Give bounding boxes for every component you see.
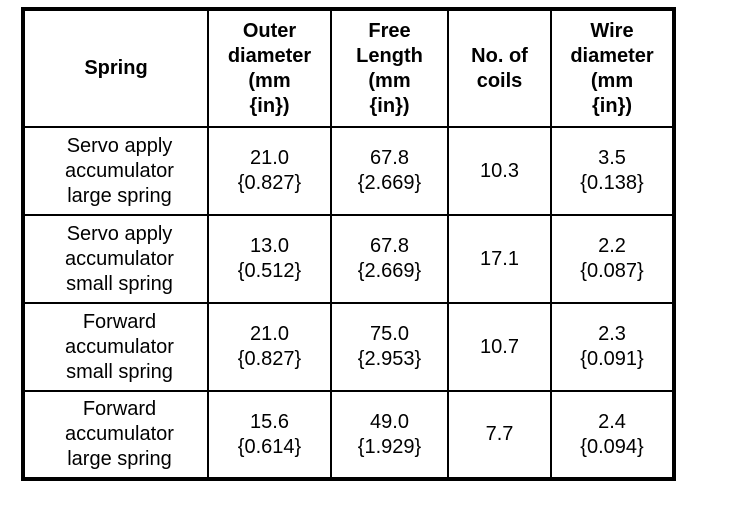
column-header-no-of-coils: No. of coils — [447, 7, 552, 128]
cell-spring-name: Servo apply accumulator large spring — [21, 126, 209, 216]
column-header-spring: Spring — [21, 7, 209, 128]
cell-outer-diameter: 21.0 {0.827} — [207, 302, 332, 392]
cell-outer-diameter: 13.0 {0.512} — [207, 214, 332, 304]
column-header-wire-diameter: Wire diameter (mm {in}) — [550, 7, 676, 128]
cell-no-of-coils: 17.1 — [447, 214, 552, 304]
cell-outer-diameter: 21.0 {0.827} — [207, 126, 332, 216]
cell-wire-diameter: 2.2 {0.087} — [550, 214, 676, 304]
cell-free-length: 67.8 {2.669} — [330, 126, 449, 216]
table-row-servo-apply-accumulator-small-spring: Servo apply accumulator small spring 13.… — [21, 214, 676, 304]
column-header-outer-diameter: Outer diameter (mm {in}) — [207, 7, 332, 128]
cell-wire-diameter: 2.3 {0.091} — [550, 302, 676, 392]
cell-no-of-coils: 10.3 — [447, 126, 552, 216]
table-row-servo-apply-accumulator-large-spring: Servo apply accumulator large spring 21.… — [21, 126, 676, 216]
cell-spring-name: Forward accumulator large spring — [21, 390, 209, 481]
cell-outer-diameter: 15.6 {0.614} — [207, 390, 332, 481]
spring-specifications-table: Spring Outer diameter (mm {in}) Free Len… — [21, 7, 676, 481]
table-header-row: Spring Outer diameter (mm {in}) Free Len… — [21, 7, 676, 128]
cell-spring-name: Forward accumulator small spring — [21, 302, 209, 392]
cell-no-of-coils: 7.7 — [447, 390, 552, 481]
cell-wire-diameter: 3.5 {0.138} — [550, 126, 676, 216]
cell-wire-diameter: 2.4 {0.094} — [550, 390, 676, 481]
cell-no-of-coils: 10.7 — [447, 302, 552, 392]
cell-spring-name: Servo apply accumulator small spring — [21, 214, 209, 304]
table-row-forward-accumulator-large-spring: Forward accumulator large spring 15.6 {0… — [21, 390, 676, 481]
cell-free-length: 67.8 {2.669} — [330, 214, 449, 304]
table-row-forward-accumulator-small-spring: Forward accumulator small spring 21.0 {0… — [21, 302, 676, 392]
cell-free-length: 75.0 {2.953} — [330, 302, 449, 392]
column-header-free-length: Free Length (mm {in}) — [330, 7, 449, 128]
cell-free-length: 49.0 {1.929} — [330, 390, 449, 481]
